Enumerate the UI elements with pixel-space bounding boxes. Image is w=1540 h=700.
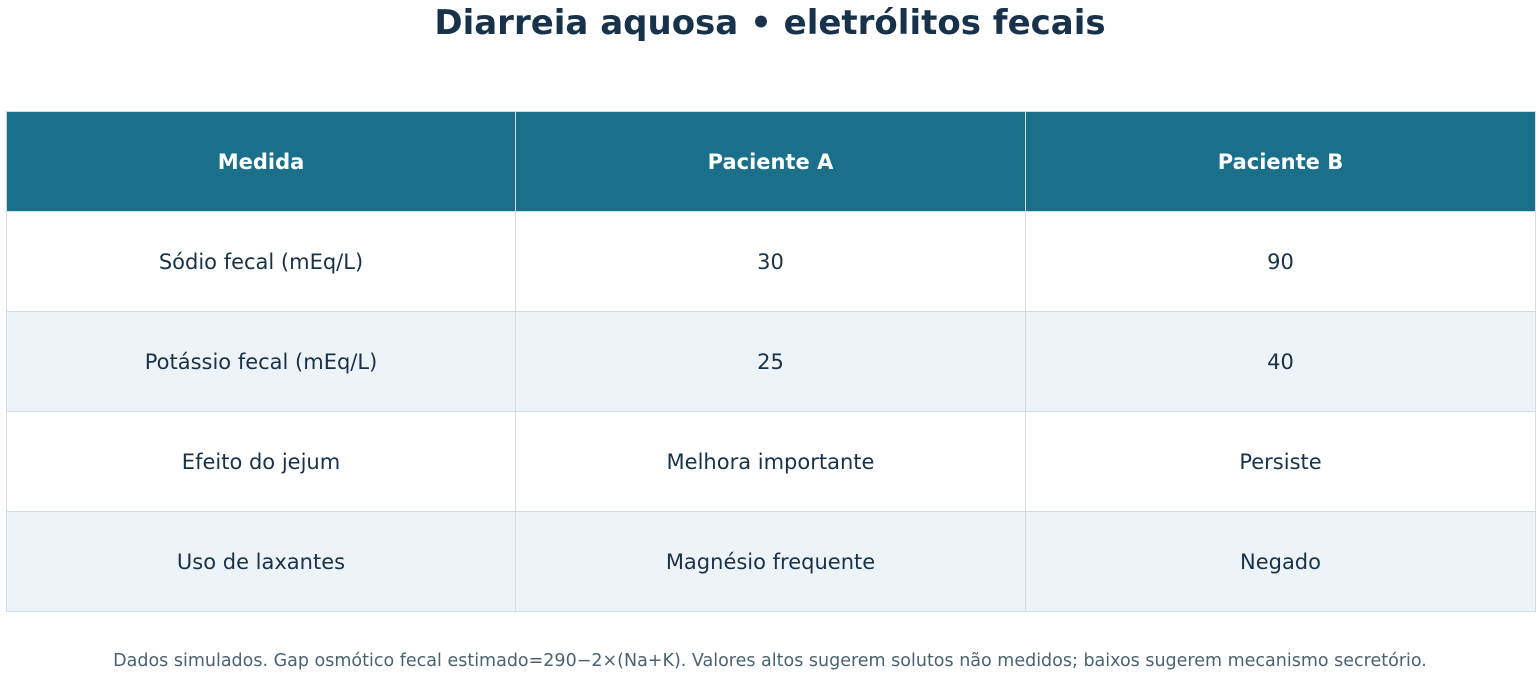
table-cell: Uso de laxantes [6, 511, 516, 612]
table-row: Uso de laxantes Magnésio frequente Negad… [6, 511, 1536, 612]
column-header-patient-b: Paciente B [1025, 111, 1536, 212]
table-cell: Magnésio frequente [515, 511, 1026, 612]
electrolytes-table: Medida Paciente A Paciente B Sódio fecal… [6, 111, 1536, 612]
table-cell: Potássio fecal (mEq/L) [6, 311, 516, 412]
table-cell: Negado [1025, 511, 1536, 612]
table-header-row: Medida Paciente A Paciente B [6, 111, 1536, 212]
table-row: Sódio fecal (mEq/L) 30 90 [6, 211, 1536, 312]
column-header-measure: Medida [6, 111, 516, 212]
table-cell: 90 [1025, 211, 1536, 312]
footnote: Dados simulados. Gap osmótico fecal esti… [113, 651, 1427, 671]
table-cell: Efeito do jejum [6, 411, 516, 512]
table-row: Efeito do jejum Melhora importante Persi… [6, 411, 1536, 512]
table-cell: 30 [515, 211, 1026, 312]
column-header-patient-a: Paciente A [515, 111, 1026, 212]
table-row: Potássio fecal (mEq/L) 25 40 [6, 311, 1536, 412]
table-cell: Sódio fecal (mEq/L) [6, 211, 516, 312]
table-cell: Melhora importante [515, 411, 1026, 512]
page-title: Diarreia aquosa • eletrólitos fecais [434, 3, 1106, 43]
table-cell: Persiste [1025, 411, 1536, 512]
table-cell: 25 [515, 311, 1026, 412]
table-cell: 40 [1025, 311, 1536, 412]
